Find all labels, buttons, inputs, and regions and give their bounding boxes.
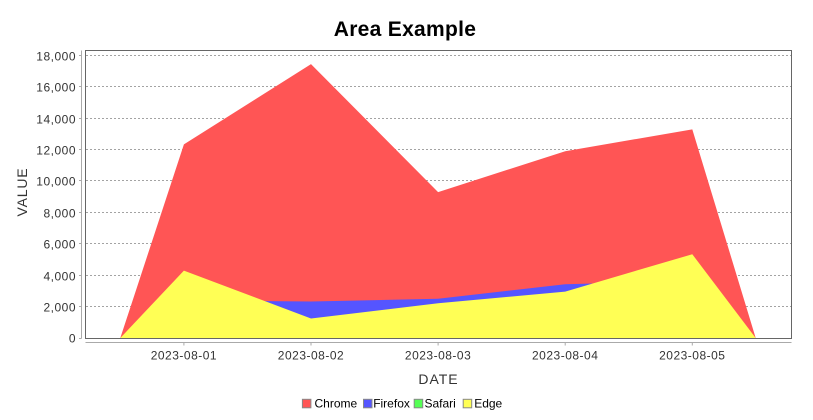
svg-text:VALUE: VALUE (14, 168, 30, 217)
svg-text:2023-08-04: 2023-08-04 (532, 349, 598, 363)
svg-text:4,000: 4,000 (43, 270, 76, 284)
svg-text:18,000: 18,000 (36, 50, 76, 64)
svg-text:16,000: 16,000 (36, 81, 76, 95)
svg-text:2023-08-03: 2023-08-03 (405, 349, 471, 363)
svg-text:8,000: 8,000 (43, 207, 76, 221)
svg-text:0: 0 (69, 332, 76, 346)
svg-text:2,000: 2,000 (43, 301, 76, 315)
svg-text:Edge: Edge (474, 397, 502, 411)
svg-text:Area Example: Area Example (334, 18, 477, 41)
svg-text:2023-08-02: 2023-08-02 (278, 349, 344, 363)
svg-text:DATE: DATE (418, 371, 458, 387)
svg-text:6,000: 6,000 (43, 238, 76, 252)
svg-text:Safari: Safari (425, 397, 456, 411)
svg-text:14,000: 14,000 (36, 113, 76, 127)
svg-text:Firefox: Firefox (373, 397, 410, 411)
svg-text:2023-08-01: 2023-08-01 (151, 349, 217, 363)
svg-text:12,000: 12,000 (36, 144, 76, 158)
svg-text:Chrome: Chrome (315, 397, 358, 411)
svg-text:2023-08-05: 2023-08-05 (659, 349, 725, 363)
svg-text:10,000: 10,000 (36, 175, 76, 189)
